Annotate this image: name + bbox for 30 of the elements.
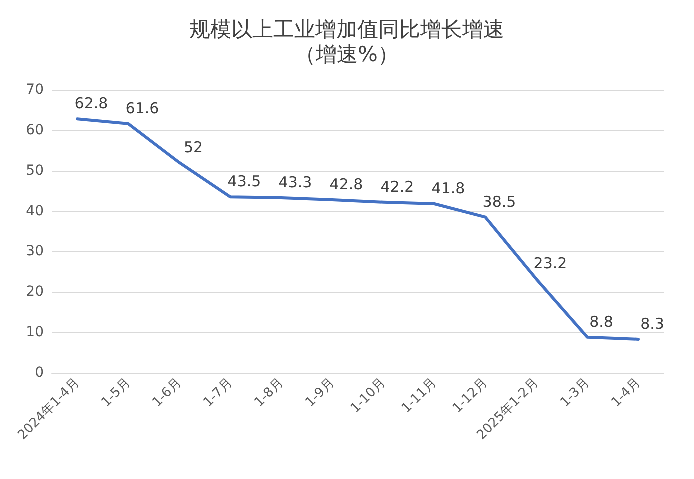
line-series xyxy=(76,118,640,341)
y-tick-label: 30 xyxy=(26,244,44,260)
data-label: 23.2 xyxy=(534,254,568,273)
y-tick-label: 70 xyxy=(26,82,44,98)
chart-subtitle: （增速%） xyxy=(295,42,399,66)
data-label: 62.8 xyxy=(74,94,108,113)
data-label: 52 xyxy=(184,138,204,156)
y-tick-label: 10 xyxy=(26,324,44,341)
data-label: 42.8 xyxy=(330,175,364,194)
x-tick-label: 1-7月 xyxy=(201,376,236,410)
data-label: 8.3 xyxy=(640,314,664,333)
y-tick-label: 50 xyxy=(26,162,44,179)
data-label: 38.5 xyxy=(482,192,516,211)
x-tick-label: 1-3月 xyxy=(558,376,593,410)
data-label: 61.6 xyxy=(126,99,160,118)
x-tick-label: 1-6月 xyxy=(150,376,185,410)
x-tick-label: 1-9月 xyxy=(303,376,338,410)
x-tick-label: 1-8月 xyxy=(252,376,287,410)
data-label: 43.3 xyxy=(278,173,312,192)
y-tick-label: 20 xyxy=(26,284,44,300)
chart-title: 规模以上工业增加值同比增长增速 xyxy=(190,18,504,42)
x-tick-label: 1-5月 xyxy=(99,376,134,410)
y-tick-label: 40 xyxy=(26,203,44,220)
y-tick-label: 60 xyxy=(26,122,44,138)
data-label: 42.2 xyxy=(380,178,414,196)
data-label: 43.5 xyxy=(228,172,262,191)
x-tick-label: 1-4月 xyxy=(609,376,644,410)
y-tick-label: 0 xyxy=(35,365,44,381)
data-label: 41.8 xyxy=(432,180,466,198)
data-label: 8.8 xyxy=(590,312,614,331)
